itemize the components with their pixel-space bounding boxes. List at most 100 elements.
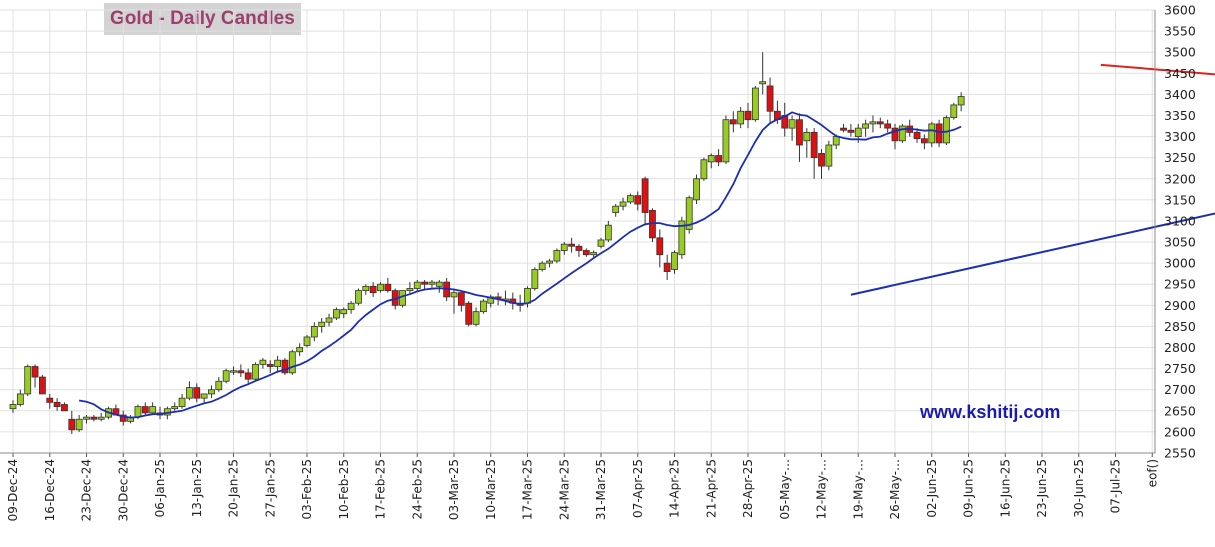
- candle: [612, 204, 620, 217]
- indicator-lines: [78, 63, 1215, 419]
- candle: [31, 364, 39, 388]
- y-tick-label: 3500: [1164, 45, 1196, 60]
- candle: [90, 415, 98, 422]
- y-tick-label: 2700: [1164, 382, 1196, 397]
- candle: [663, 254, 671, 281]
- candle: [310, 322, 318, 342]
- candle: [553, 248, 561, 264]
- x-tick-label: 20-Jan-25: [227, 459, 241, 517]
- candle: [406, 282, 414, 295]
- x-tick-label: 30-Dec-24: [116, 459, 130, 521]
- candle: [546, 258, 553, 268]
- candle: [296, 343, 304, 356]
- candle: [230, 366, 237, 375]
- candle: [876, 117, 884, 129]
- candle: [208, 385, 215, 399]
- x-tick-label: 09-Dec-24: [6, 459, 20, 521]
- y-tick-label: 3200: [1164, 171, 1196, 186]
- moving-average-line: [78, 111, 962, 419]
- y-tick-label: 2650: [1164, 403, 1196, 418]
- candle: [671, 250, 678, 274]
- candle: [502, 290, 509, 306]
- x-tick-label: 23-Jun-25: [1035, 459, 1049, 518]
- candle: [575, 244, 583, 257]
- candle: [656, 229, 664, 268]
- x-tick-label: 06-Jan-25: [153, 459, 167, 517]
- y-tick-label: 2750: [1164, 361, 1196, 376]
- candle: [39, 374, 46, 395]
- x-tick-label: 23-Dec-24: [80, 459, 94, 521]
- candle: [891, 123, 899, 150]
- y-tick-label: 3350: [1164, 108, 1196, 123]
- candle: [781, 102, 789, 137]
- x-tick-label: 31-Mar-25: [594, 459, 608, 520]
- candle: [119, 410, 127, 426]
- candle: [825, 140, 833, 171]
- candle: [744, 102, 752, 129]
- candle: [619, 197, 627, 211]
- candle: [847, 123, 855, 137]
- candle: [303, 334, 311, 348]
- y-tick-label: 3050: [1164, 235, 1196, 250]
- candle: [898, 123, 906, 143]
- y-tick-label: 3250: [1164, 150, 1196, 165]
- x-tick-label: 13-Jan-25: [190, 459, 204, 517]
- candle: [369, 282, 377, 297]
- candle: [568, 237, 575, 253]
- candle: [759, 52, 767, 95]
- candle: [582, 248, 590, 257]
- candle: [722, 115, 730, 164]
- candle: [435, 280, 443, 293]
- candle: [355, 288, 362, 306]
- candle: [274, 355, 282, 373]
- resistance-trendline: [1100, 63, 1215, 76]
- candle: [818, 149, 825, 179]
- candle: [68, 410, 76, 435]
- y-tick-label: 2900: [1164, 298, 1196, 313]
- candle: [281, 358, 289, 375]
- candle: [560, 242, 568, 255]
- candle: [384, 277, 392, 293]
- candle: [127, 415, 134, 424]
- candle: [171, 402, 179, 411]
- x-tick-label: 05-May-…: [778, 459, 792, 520]
- candle: [428, 280, 436, 289]
- x-tick-label: 17-Mar-25: [521, 459, 535, 520]
- x-tick-label: 02-Jun-25: [925, 459, 939, 518]
- candle: [252, 362, 259, 382]
- x-tick-label: 28-Apr-25: [741, 459, 755, 518]
- candle: [244, 368, 252, 384]
- x-tick-label: 03-Mar-25: [447, 459, 461, 520]
- candle: [729, 111, 737, 133]
- candle: [538, 261, 546, 272]
- candle: [796, 113, 803, 162]
- candle: [862, 119, 869, 137]
- candle: [332, 307, 340, 321]
- candle: [788, 115, 796, 141]
- candle: [531, 267, 539, 291]
- candle: [685, 195, 693, 234]
- candle: [450, 288, 458, 314]
- candle: [884, 119, 892, 133]
- candle: [604, 220, 612, 243]
- candle: [715, 149, 722, 167]
- x-tick-label: 09-Jun-25: [962, 459, 976, 518]
- y-tick-label: 2600: [1164, 424, 1196, 439]
- candle: [913, 128, 921, 143]
- x-tick-label: 24-Mar-25: [557, 459, 571, 520]
- candle: [185, 381, 193, 401]
- candle: [957, 92, 965, 112]
- candle: [751, 85, 759, 122]
- candle: [707, 153, 715, 169]
- candle: [465, 301, 473, 327]
- y-tick-label: 3100: [1164, 213, 1196, 228]
- candle: [75, 415, 83, 432]
- candle: [950, 102, 958, 120]
- y-tick-label: 3300: [1164, 129, 1196, 144]
- candle: [472, 307, 480, 327]
- candle: [16, 389, 24, 407]
- candle: [413, 280, 421, 291]
- candle: [803, 128, 811, 158]
- candle: [9, 400, 17, 413]
- watermark-link[interactable]: www.kshitij.com: [920, 402, 1061, 422]
